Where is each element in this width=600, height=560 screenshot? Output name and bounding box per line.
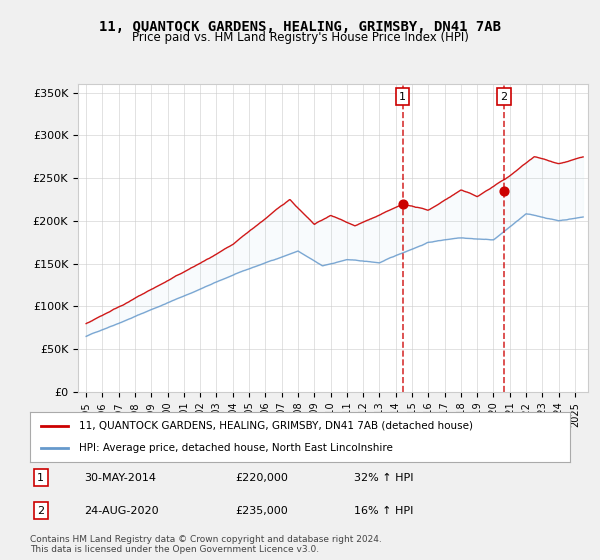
Text: 2: 2 — [500, 92, 508, 102]
Text: 24-AUG-2020: 24-AUG-2020 — [84, 506, 158, 516]
Text: 11, QUANTOCK GARDENS, HEALING, GRIMSBY, DN41 7AB: 11, QUANTOCK GARDENS, HEALING, GRIMSBY, … — [99, 20, 501, 34]
Text: Contains HM Land Registry data © Crown copyright and database right 2024.
This d: Contains HM Land Registry data © Crown c… — [30, 535, 382, 554]
Text: 30-MAY-2014: 30-MAY-2014 — [84, 473, 156, 483]
Point — [398, 199, 407, 208]
Text: £220,000: £220,000 — [235, 473, 288, 483]
Point — [499, 186, 509, 195]
Text: 1: 1 — [37, 473, 44, 483]
Text: 2: 2 — [37, 506, 44, 516]
Text: 1: 1 — [399, 92, 406, 102]
Text: Price paid vs. HM Land Registry's House Price Index (HPI): Price paid vs. HM Land Registry's House … — [131, 31, 469, 44]
Text: 16% ↑ HPI: 16% ↑ HPI — [354, 506, 413, 516]
Text: HPI: Average price, detached house, North East Lincolnshire: HPI: Average price, detached house, Nort… — [79, 443, 392, 453]
Text: 32% ↑ HPI: 32% ↑ HPI — [354, 473, 413, 483]
Text: £235,000: £235,000 — [235, 506, 288, 516]
Text: 11, QUANTOCK GARDENS, HEALING, GRIMSBY, DN41 7AB (detached house): 11, QUANTOCK GARDENS, HEALING, GRIMSBY, … — [79, 421, 473, 431]
